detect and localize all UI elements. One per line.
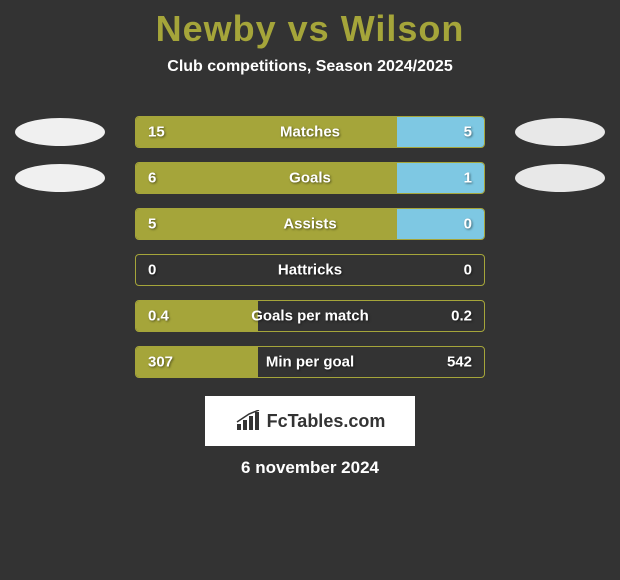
stat-value-left: 15 <box>148 124 165 141</box>
stat-label: Hattricks <box>278 262 342 279</box>
stat-value-left: 0.4 <box>148 308 169 325</box>
stat-label: Goals per match <box>251 308 369 325</box>
stat-value-left: 307 <box>148 354 173 371</box>
stat-label: Goals <box>289 170 331 187</box>
stat-row: 307 Min per goal 542 <box>0 346 620 378</box>
stat-value-right: 1 <box>464 170 472 187</box>
footer-date: 6 november 2024 <box>0 458 620 478</box>
stat-bar-left <box>136 117 397 147</box>
player-marker-left <box>15 118 105 146</box>
stats-chart: 15Matches56Goals15Assists00Hattricks00.4… <box>0 116 620 378</box>
stat-label: Matches <box>280 124 340 141</box>
stat-value-left: 5 <box>148 216 156 233</box>
stat-bar-track: 0 Hattricks 0 <box>135 254 485 286</box>
comparison-title: Newby vs Wilson <box>0 8 620 50</box>
stat-value-right: 5 <box>464 124 472 141</box>
stat-bar-track: 15 Matches 5 <box>135 116 485 148</box>
stat-bar-track: 5 Assists 0 <box>135 208 485 240</box>
player-marker-left <box>15 164 105 192</box>
comparison-subtitle: Club competitions, Season 2024/2025 <box>0 58 620 76</box>
source-badge-text: FcTables.com <box>267 411 386 432</box>
player-marker-right <box>515 164 605 192</box>
stat-bar-track: 0.4 Goals per match 0.2 <box>135 300 485 332</box>
stat-value-left: 6 <box>148 170 156 187</box>
stat-bar-track: 307 Min per goal 542 <box>135 346 485 378</box>
stat-bar-left <box>136 209 397 239</box>
stat-row: 0 Hattricks 0 <box>0 254 620 286</box>
stat-bar-left <box>136 163 397 193</box>
stat-row: 6 Goals 1 <box>0 162 620 194</box>
stat-label: Assists <box>283 216 336 233</box>
stat-row: 15 Matches 5 <box>0 116 620 148</box>
stat-value-left: 0 <box>148 262 156 279</box>
stat-row: 5 Assists 0 <box>0 208 620 240</box>
stat-value-right: 542 <box>447 354 472 371</box>
stat-bar-track: 6 Goals 1 <box>135 162 485 194</box>
stat-value-right: 0.2 <box>451 308 472 325</box>
stat-value-right: 0 <box>464 216 472 233</box>
stat-label: Min per goal <box>266 354 354 371</box>
player-marker-right <box>515 118 605 146</box>
source-badge: FcTables.com <box>205 396 415 446</box>
stat-value-right: 0 <box>464 262 472 279</box>
stat-row: 0.4 Goals per match 0.2 <box>0 300 620 332</box>
chart-icon <box>235 410 261 432</box>
